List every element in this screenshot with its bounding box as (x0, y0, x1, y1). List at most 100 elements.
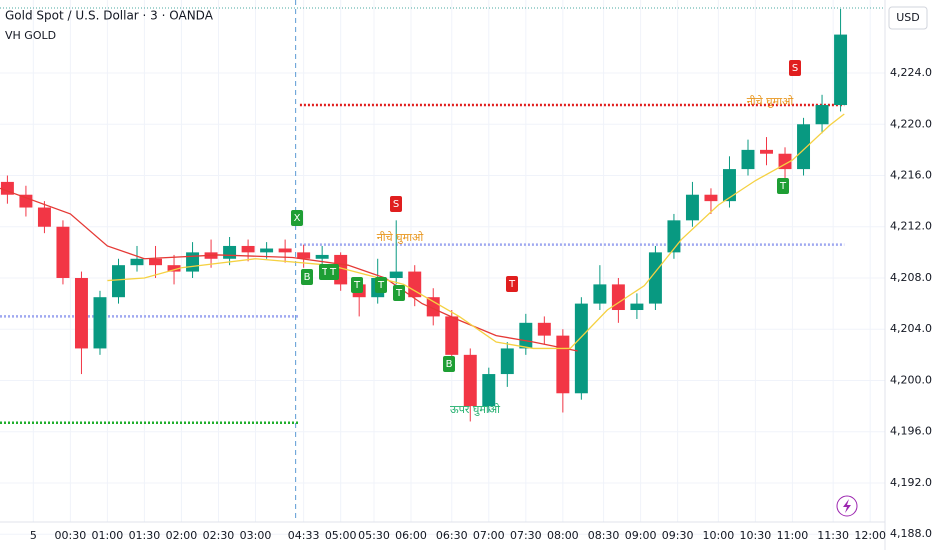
signal-label: B (446, 359, 453, 370)
candle-body (611, 284, 625, 311)
candle-body (630, 303, 644, 311)
x-tick-label: 11:30 (817, 529, 849, 542)
moving-average (0, 187, 578, 352)
candle-body (408, 271, 422, 298)
signal-note: ऊपर घुमाओ (450, 403, 501, 416)
signal-label: S (393, 199, 399, 210)
x-tick-label: 01:00 (92, 529, 124, 542)
candle-body (685, 194, 699, 221)
y-tick-label: 4,188.000 (890, 527, 932, 540)
y-tick-label: 4,216.000 (890, 169, 932, 182)
candle-body (445, 316, 459, 355)
signal-badge (393, 285, 405, 301)
x-tick-label: 08:30 (588, 529, 620, 542)
signal-note: नीचे घुमाओ (747, 95, 794, 108)
candle-body (815, 105, 829, 125)
chart-title: Gold Spot / U.S. Dollar · 3 · OANDA (5, 9, 214, 23)
candle-body (741, 149, 755, 170)
candle-body (648, 252, 662, 304)
x-tick-label: 07:00 (473, 529, 505, 542)
lightning-icon (843, 499, 851, 513)
x-tick-label: 02:30 (203, 529, 235, 542)
candle-body (574, 303, 588, 394)
signal-badge (375, 277, 387, 293)
y-tick-label: 4,200.000 (890, 373, 932, 386)
candle-body (463, 354, 477, 407)
candle-body (593, 284, 607, 304)
candle-body (426, 297, 440, 317)
y-tick-label: 4,212.000 (890, 220, 932, 233)
grid (0, 0, 885, 535)
x-tick-label: 05:00 (325, 529, 357, 542)
x-tick-label: 09:00 (625, 529, 657, 542)
x-tick-label: 01:30 (129, 529, 161, 542)
candle-body (704, 194, 718, 202)
candle-body (260, 248, 274, 253)
y-tick-label: 4,224.000 (890, 66, 932, 79)
x-tick-label: 10:30 (740, 529, 772, 542)
x-tick-label: 08:00 (547, 529, 579, 542)
currency-box[interactable] (888, 6, 928, 30)
signal-label: T (329, 267, 337, 278)
candle-body (389, 271, 403, 278)
signal-label: T (779, 181, 787, 192)
x-tick-label: 12:00 (854, 529, 886, 542)
x-tick-label: 06:30 (436, 529, 468, 542)
candle-body (722, 169, 736, 202)
candle-body (778, 153, 792, 170)
signal-label: B (304, 272, 311, 283)
y-tick-label: 4,192.000 (890, 476, 932, 489)
candle-body (834, 34, 848, 106)
candle-body (223, 245, 237, 259)
axes: 4,188.000 4,192.000 4,196.000 4,200.000 4,20… (30, 66, 932, 542)
signal-label: T (508, 279, 516, 290)
signal-label: T (353, 280, 361, 291)
signal-badge (443, 356, 455, 372)
candle-body (482, 374, 496, 407)
x-tick-label: 07:30 (510, 529, 542, 542)
candle-body (130, 258, 144, 266)
candle-body (667, 220, 681, 253)
candle-body (760, 149, 773, 154)
signal-label: T (377, 280, 385, 291)
currency[interactable]: USD (896, 11, 920, 24)
x-tick-label: 06:00 (395, 529, 427, 542)
signal-badge (789, 60, 801, 76)
x-tick-label: 02:00 (166, 529, 198, 542)
candle-body (186, 252, 200, 272)
signal-badge (291, 210, 303, 226)
x-tick-label: 09:30 (662, 529, 694, 542)
signal-label: T (321, 267, 329, 278)
candle-body (93, 297, 107, 349)
y-tick-label: 4,196.000 (890, 425, 932, 438)
signal-label: S (792, 63, 798, 74)
candle-body (149, 258, 163, 266)
signal-label: T (395, 288, 403, 299)
candle-body (500, 348, 514, 375)
signal-badge (777, 178, 789, 194)
candle-body (797, 124, 811, 170)
x-tick-label: 04:33 (288, 529, 320, 542)
candle-body (19, 194, 33, 208)
indicator-name: VH GOLD (5, 29, 56, 42)
signal-badge (301, 269, 313, 285)
signal-badge (390, 196, 402, 212)
candle-body (297, 252, 311, 259)
candle-body (241, 245, 255, 253)
signal-badge (327, 264, 339, 280)
moving-average (107, 113, 845, 350)
x-tick-label: 00:30 (55, 529, 87, 542)
signal-badge (506, 276, 518, 292)
signal-badge (351, 277, 363, 293)
candle-body (519, 322, 533, 349)
candle-body (167, 265, 181, 272)
signal-note: नीचे घुमाओ (377, 231, 424, 244)
y-tick-label: 4,220.000 (890, 117, 932, 130)
x-tick-label: 5 (30, 529, 37, 542)
candle-body (37, 207, 51, 227)
y-tick-label: 4,208.000 (890, 271, 932, 284)
candle-body (278, 248, 292, 253)
candle-body (112, 265, 125, 298)
